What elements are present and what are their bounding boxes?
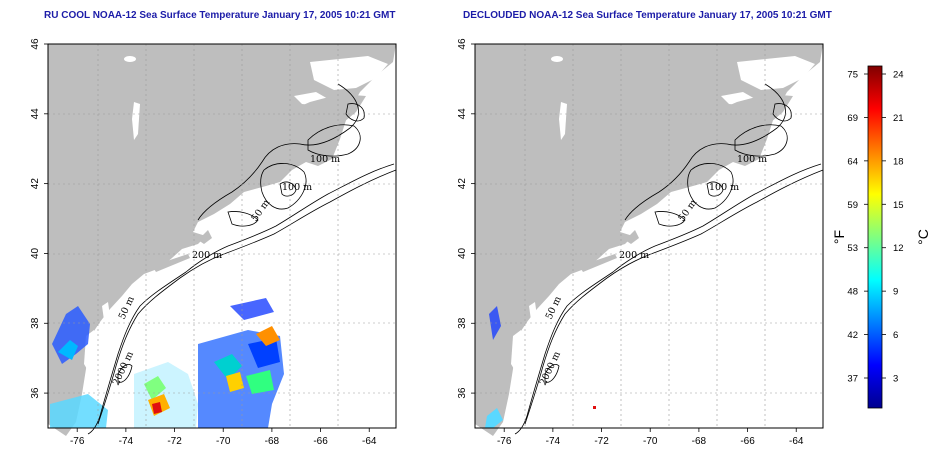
colorbar-gradient (867, 65, 883, 409)
lon-tick-label: -66 (313, 436, 328, 447)
lat-tick-label: 46 (30, 38, 41, 50)
colorbar-f-label: 42 (847, 330, 858, 341)
lon-tick-label: -68 (692, 436, 707, 447)
colorbar-c-label: 15 (893, 200, 904, 211)
lon-tick-label: -66 (740, 436, 755, 447)
lat-tick-label: 36 (30, 387, 41, 399)
lat-tick-label: 44 (30, 108, 41, 120)
colorbar-f-label: 37 (847, 374, 858, 385)
colorbar-c-label: 12 (893, 243, 904, 254)
lat-tick-label: 38 (30, 317, 41, 329)
sst-pixels-left (50, 298, 284, 428)
colorbar-c-label: 21 (893, 113, 904, 124)
lat-tick-label: 46 (457, 38, 468, 50)
lat-tick-label: 36 (457, 387, 468, 399)
colorbar-f-label: 75 (847, 70, 858, 81)
lon-tick-label: -72 (167, 436, 182, 447)
colorbar-c-label: 24 (893, 70, 904, 81)
colorbar-f-label: 59 (847, 200, 858, 211)
lon-tick-label: -70 (216, 436, 231, 447)
colorbar: 75 69 64 59 53 48 42 37 24 21 18 15 12 9 6 3 °F °C (831, 65, 931, 409)
colorbar-celsius-ticks: 24 21 18 15 12 9 6 3 (882, 70, 904, 385)
map-title-right: DECLOUDED NOAA-12 Sea Surface Temperatur… (463, 10, 832, 21)
lat-axis-right: 36 38 40 42 44 46 (457, 38, 475, 399)
lat-tick-label: 42 (30, 178, 41, 190)
lon-tick-label: -74 (119, 436, 134, 447)
lon-tick-label: -76 (70, 436, 85, 447)
lon-tick-label: -64 (362, 436, 377, 447)
lat-tick-label: 42 (457, 178, 468, 190)
lon-tick-label: -64 (789, 436, 804, 447)
colorbar-fahrenheit-ticks: 75 69 64 59 53 48 42 37 (847, 70, 868, 385)
contour-label: 200 m (619, 250, 649, 261)
lat-axis-left: 36 38 40 42 44 46 (30, 38, 48, 399)
map-panel-left: 100 m 100 m 50 m 200 m 50 m 2000 m -76 -7… (30, 38, 397, 447)
lon-axis-right: -76 -74 -72 -70 -68 -66 -64 (497, 428, 804, 447)
map-title-left: RU COOL NOAA-12 Sea Surface Temperature … (44, 10, 396, 21)
colorbar-c-label: 18 (893, 156, 904, 167)
lon-tick-label: -74 (546, 436, 561, 447)
fahrenheit-label: °F (831, 230, 847, 244)
contour-label: 100 m (737, 154, 767, 165)
contour-label: 100 m (709, 182, 739, 193)
lon-tick-label: -72 (594, 436, 609, 447)
celsius-label: °C (915, 229, 931, 245)
lat-tick-label: 40 (30, 247, 41, 259)
contour-label: 200 m (192, 250, 222, 261)
lat-tick-label: 40 (457, 247, 468, 259)
colorbar-f-label: 64 (847, 156, 858, 167)
colorbar-f-label: 48 (847, 287, 858, 298)
colorbar-c-label: 6 (893, 330, 898, 341)
map-panel-right: 100 m 100 m 50 m 200 m 50 m 2000 m -76 -7… (457, 38, 824, 447)
colorbar-f-label: 69 (847, 113, 858, 124)
contour-label: 100 m (282, 182, 312, 193)
contour-label: 100 m (310, 154, 340, 165)
colorbar-f-label: 53 (847, 243, 858, 254)
colorbar-c-label: 9 (893, 287, 898, 298)
lon-tick-label: -68 (265, 436, 280, 447)
lat-tick-label: 44 (457, 108, 468, 120)
lat-tick-label: 38 (457, 317, 468, 329)
lon-tick-label: -70 (643, 436, 658, 447)
lon-axis-left: -76 -74 -72 -70 -68 -66 -64 (70, 428, 377, 447)
colorbar-c-label: 3 (893, 374, 898, 385)
lon-tick-label: -76 (497, 436, 512, 447)
